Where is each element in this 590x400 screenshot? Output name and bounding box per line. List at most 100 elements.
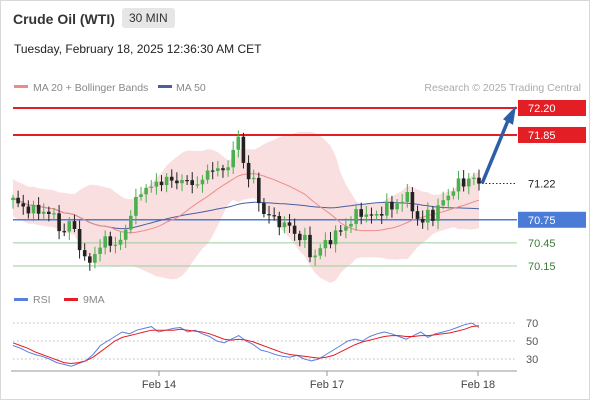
candle-body: [282, 222, 287, 228]
instrument-title: Crude Oil (WTI): [13, 11, 115, 27]
candle-body: [262, 203, 266, 214]
candle-body: [210, 170, 215, 172]
level-label-70-75: 70.75: [528, 215, 556, 227]
candle-body: [36, 204, 41, 214]
level-label-71-85-bg: [518, 126, 586, 143]
candle-body: [426, 209, 430, 223]
candle-body: [477, 177, 481, 184]
x-tick-label-0: Feb 14: [142, 379, 176, 391]
candle-body: [164, 176, 169, 186]
candle-body: [21, 203, 25, 207]
bollinger-band-area: [13, 131, 479, 283]
candle-body: [333, 230, 338, 245]
candle-body: [139, 194, 143, 197]
x-axis: Feb 14 Feb 17 Feb 18: [142, 371, 495, 391]
candle-body: [241, 136, 246, 163]
candle-body: [456, 178, 461, 192]
candle-body: [180, 180, 184, 184]
candle-body: [149, 186, 154, 188]
candle-body: [93, 254, 97, 263]
candle-body: [67, 221, 72, 232]
candle-body: [236, 136, 241, 150]
bollinger-bands: [13, 131, 479, 283]
candle-body: [287, 222, 292, 226]
candle-body: [344, 226, 348, 231]
candle-body: [154, 181, 159, 187]
candle-body: [298, 233, 302, 241]
copyright-text: Research © 2025 Trading Central: [424, 82, 581, 94]
candle-body: [308, 234, 312, 258]
ma20-line: [12, 172, 480, 234]
candle-body: [31, 204, 36, 214]
candle-body: [379, 214, 384, 216]
candle-body: [349, 223, 353, 227]
candle-body: [57, 213, 61, 232]
legend-rsi-swatch: [14, 298, 28, 301]
candle-body: [415, 211, 420, 219]
legend-9ma-label: 9MA: [83, 294, 105, 306]
level-label-72-20-bg: [518, 100, 586, 116]
candle-body: [400, 201, 404, 204]
legend-ma50-label: MA 50: [176, 82, 206, 94]
candle-body: [98, 247, 102, 254]
candle-body: [451, 191, 456, 196]
legend-ma50-swatch: [158, 85, 172, 88]
candle-body: [221, 168, 225, 171]
legend-9ma-swatch: [64, 298, 78, 301]
candle-body: [395, 203, 399, 210]
candle-body: [26, 206, 31, 214]
rsi-line: [12, 322, 480, 367]
candle-body: [359, 209, 363, 217]
candle-body: [231, 149, 235, 168]
candle-body: [410, 192, 415, 212]
candle-body: [72, 221, 77, 229]
candle-body: [47, 211, 51, 214]
level-label-71-85: 71.85: [528, 130, 556, 142]
level-label-70-45: 70.45: [528, 238, 556, 250]
candle-body: [82, 250, 87, 257]
arrow-shaft: [480, 115, 512, 185]
forecast-arrow: [480, 106, 516, 185]
candle-body: [354, 209, 358, 224]
legend-ma-bb-label: MA 20 + Bollinger Bands: [33, 82, 148, 94]
candle-body: [108, 236, 113, 246]
candle-body: [431, 209, 435, 221]
candle-body: [272, 215, 276, 217]
candle-body: [446, 195, 451, 201]
candle-body: [113, 244, 118, 246]
candle-body: [405, 192, 410, 202]
candle-body: [313, 255, 317, 258]
candle-body: [364, 214, 369, 217]
candle-body: [41, 211, 46, 214]
rsi-tick-label-50: 50: [526, 336, 538, 348]
candle-body: [467, 178, 471, 187]
candle-body: [11, 197, 15, 201]
rsi-tick-label-70: 70: [526, 318, 538, 330]
level-label-72-20: 72.20: [528, 103, 556, 115]
rsi-9ma-line: [12, 325, 480, 365]
candle-body: [226, 167, 230, 171]
candle-body: [144, 187, 148, 195]
candle-body: [267, 214, 271, 216]
candle-body: [200, 179, 205, 185]
rsi-panel: 70 50 30: [12, 318, 538, 367]
level-labels: 72.20 71.85 71.22 70.75 70.45 70.15: [518, 100, 586, 273]
candle-body: [461, 178, 466, 187]
candle-body: [338, 230, 343, 232]
level-label-71-22-bg: [518, 175, 586, 192]
candle-body: [318, 248, 323, 256]
candle-body: [420, 218, 425, 223]
candle-body: [103, 236, 107, 248]
candle-body: [52, 213, 56, 215]
timeframe-badge[interactable]: 30 MIN: [122, 8, 175, 28]
candle-body: [390, 201, 394, 210]
level-label-70-75-bg: [518, 211, 586, 228]
candle-body: [303, 234, 307, 240]
candle-body: [185, 180, 189, 182]
candle-body: [123, 229, 128, 240]
arrow-head: [503, 106, 516, 125]
candle-body: [129, 215, 133, 230]
candle-body: [190, 180, 194, 185]
